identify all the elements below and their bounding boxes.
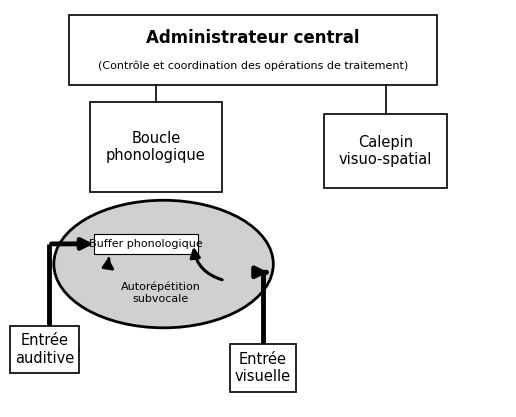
Text: Administrateur central: Administrateur central	[146, 29, 360, 47]
Text: Entrée
visuelle: Entrée visuelle	[235, 352, 291, 384]
FancyBboxPatch shape	[10, 326, 79, 373]
FancyBboxPatch shape	[90, 101, 222, 192]
FancyBboxPatch shape	[69, 15, 437, 85]
Text: Entrée
auditive: Entrée auditive	[15, 333, 74, 366]
Text: Buffer phonologique: Buffer phonologique	[89, 239, 203, 249]
Text: Autorépétition
subvocale: Autorépétition subvocale	[121, 282, 201, 304]
FancyBboxPatch shape	[230, 344, 296, 392]
Text: Calepin
visuo-spatial: Calepin visuo-spatial	[339, 135, 432, 167]
FancyBboxPatch shape	[325, 114, 447, 188]
FancyBboxPatch shape	[93, 234, 198, 254]
Text: Boucle
phonologique: Boucle phonologique	[106, 131, 206, 163]
Ellipse shape	[54, 200, 273, 328]
Text: (Contrôle et coordination des opérations de traitement): (Contrôle et coordination des opérations…	[98, 60, 408, 71]
